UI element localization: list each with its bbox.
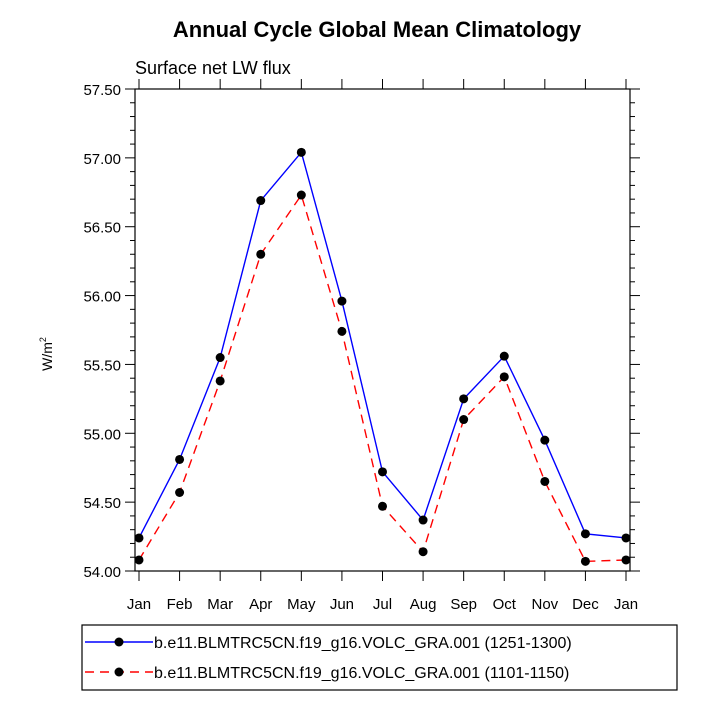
y-tick-label: 56.00 [83, 289, 121, 306]
legend-label-1: b.e11.BLMTRC5CN.f19_g16.VOLC_GRA.001 (12… [154, 635, 572, 652]
series-1-point [215, 353, 225, 363]
x-tick-label: Nov [531, 596, 558, 613]
series-1-point [499, 351, 509, 361]
x-tick-label: Sep [450, 596, 477, 613]
series-1-point [378, 467, 387, 477]
series-2-point [378, 501, 387, 511]
y-tick-label: 54.50 [83, 495, 121, 512]
series-2-point [337, 326, 347, 336]
legend-label-2: b.e11.BLMTRC5CN.f19_g16.VOLC_GRA.001 (11… [154, 665, 569, 682]
series-1-point [459, 394, 469, 404]
x-tick-label: Jun [330, 596, 354, 613]
legend-entry-1: b.e11.BLMTRC5CN.f19_g16.VOLC_GRA.001 (12… [85, 635, 572, 652]
y-axis-label-superscript: 2 [38, 337, 48, 342]
y-tick-label: 57.00 [83, 151, 121, 168]
legend-box [81, 624, 678, 691]
x-tick-label: Aug [410, 596, 437, 613]
y-tick-label: 56.50 [83, 220, 121, 237]
series-lines [138, 150, 627, 563]
series-2-point [256, 249, 266, 259]
series-1-point [418, 515, 428, 525]
x-axis-tick-labels: Jan Feb Mar Apr May Jun Jul Aug Sep Oct Nov Dec Jan [127, 596, 638, 613]
series-2-point [540, 476, 550, 486]
chart-title: Annual Cycle Global Mean Climatology [173, 17, 582, 42]
series-2-point [418, 547, 428, 557]
series-2-point [215, 376, 225, 386]
x-tick-label: Jul [373, 596, 392, 613]
legend-marker-2 [114, 667, 124, 677]
x-tick-label: May [287, 596, 316, 613]
series-2-point [175, 488, 185, 498]
series-1-point [540, 435, 550, 445]
svg-text:W/m2: W/m2 [38, 337, 55, 371]
x-tick-label: Dec [572, 596, 599, 613]
chart-subtitle: Surface net LW flux [135, 58, 291, 78]
legend-entry-2: b.e11.BLMTRC5CN.f19_g16.VOLC_GRA.001 (11… [85, 665, 569, 682]
y-axis-label-text: W/m [39, 342, 55, 371]
x-tick-label: Mar [207, 596, 233, 613]
series-markers [134, 147, 631, 566]
series-1-point [621, 533, 631, 543]
y-tick-label: 55.00 [83, 426, 121, 443]
series-1-point [175, 454, 185, 464]
series-2-point [621, 555, 631, 565]
y-tick-label: 54.00 [83, 564, 121, 581]
x-tick-label: Apr [249, 596, 272, 613]
axis-ticks [125, 79, 640, 581]
series-2-point [499, 372, 509, 382]
series-2-point [134, 555, 144, 565]
legend: b.e11.BLMTRC5CN.f19_g16.VOLC_GRA.001 (12… [81, 624, 678, 691]
series-1-point [256, 196, 266, 206]
legend-marker-1 [114, 637, 124, 647]
x-tick-label: Jan [127, 596, 151, 613]
series-line-1 [138, 150, 627, 539]
x-tick-label: Feb [167, 596, 193, 613]
y-axis-tick-labels: 54.00 54.50 55.00 55.50 56.00 56.50 57.00 57.50 [83, 82, 121, 581]
series-1-point [134, 533, 144, 543]
series-2-point [580, 556, 590, 566]
series-2-point [459, 415, 469, 425]
y-axis-label: W/m2 [38, 337, 55, 371]
series-1-point [580, 529, 590, 539]
series-1-point [337, 296, 347, 306]
y-tick-label: 55.50 [83, 357, 121, 374]
series-2-point [296, 190, 306, 200]
y-tick-label: 57.50 [83, 82, 121, 99]
plot-frame [134, 88, 631, 572]
x-tick-label: Oct [493, 596, 517, 613]
series-1-point [296, 147, 306, 157]
x-tick-label: Jan [614, 596, 638, 613]
